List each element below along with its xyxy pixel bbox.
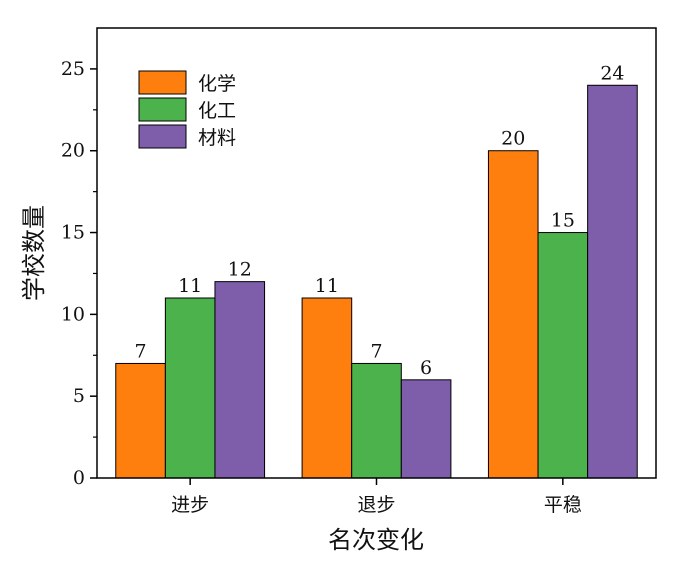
- bar-退步-材料: [400, 379, 452, 479]
- data-labels-layer: 7 11 12 11 7 6 20 15 24: [135, 62, 625, 379]
- x-axis: 进步 退步 平稳: [171, 478, 582, 516]
- data-label: 6: [420, 357, 432, 379]
- bar-进步-化工: [164, 297, 216, 479]
- data-label: 11: [178, 275, 202, 297]
- y-tick-label: 10: [61, 303, 85, 325]
- data-label: 7: [135, 340, 147, 362]
- y-axis-title: 学校数量: [20, 205, 48, 301]
- legend-swatch: [138, 97, 187, 122]
- bars-layer: [115, 84, 638, 479]
- bar-进步-化学: [115, 362, 166, 479]
- bar-退步-化工: [351, 362, 402, 479]
- legend-label: 化工: [198, 100, 236, 122]
- y-tick-label: 25: [61, 58, 85, 80]
- data-label: 24: [600, 62, 624, 84]
- data-label: 20: [501, 128, 525, 150]
- x-axis-title: 名次变化: [328, 526, 424, 554]
- x-tick-label: 平稳: [544, 494, 582, 516]
- legend-swatch: [138, 124, 187, 149]
- bar-平稳-材料: [587, 84, 638, 479]
- data-label: 7: [370, 340, 382, 362]
- bar-退步-化学: [301, 297, 353, 479]
- legend-label: 化学: [198, 73, 236, 95]
- y-tick-label: 20: [61, 140, 85, 162]
- bar-平稳-化学: [487, 150, 539, 479]
- legend-label: 材料: [198, 127, 236, 149]
- data-label: 12: [228, 259, 252, 281]
- legend-swatch: [138, 70, 187, 95]
- y-tick-label: 5: [73, 385, 85, 407]
- x-tick-label: 进步: [171, 494, 209, 516]
- y-tick-label: 0: [73, 467, 85, 489]
- data-label: 11: [315, 275, 339, 297]
- x-tick-label: 退步: [357, 494, 395, 516]
- y-axis: 0 5 10 15 20 25: [61, 58, 97, 489]
- bar-平稳-化工: [537, 232, 589, 479]
- data-label: 15: [551, 210, 575, 232]
- y-tick-label: 15: [61, 222, 85, 244]
- bar-进步-材料: [214, 281, 266, 479]
